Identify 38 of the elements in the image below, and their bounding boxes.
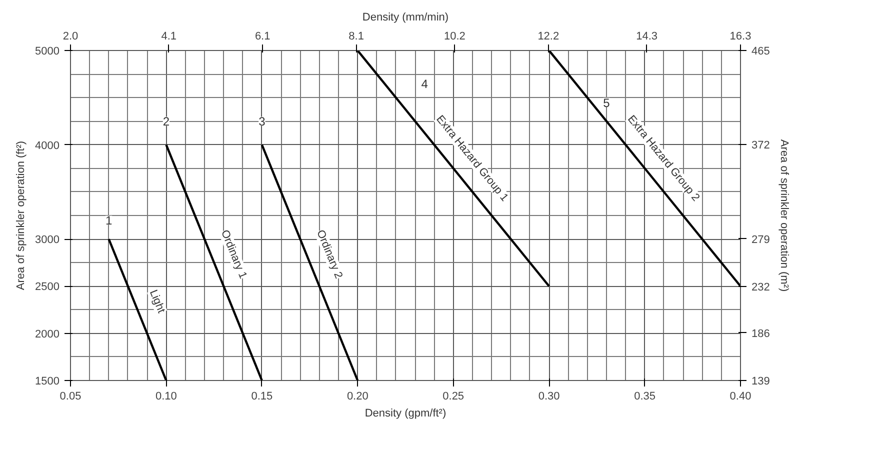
x2-tick-label: 12.2 — [538, 30, 560, 42]
x2-tick-label: 16.3 — [730, 30, 752, 42]
y2-tick-label: 279 — [752, 234, 770, 246]
y2-tick-label: 232 — [752, 281, 770, 294]
x-tick-label: 0.40 — [730, 390, 752, 402]
y2-axis-title: Area of sprinkler operation (m²) — [778, 139, 790, 292]
y-tick-label: 3000 — [35, 234, 60, 246]
x2-tick-label: 14.3 — [636, 30, 658, 42]
annotation: 4 — [421, 77, 428, 91]
x-tick-label: 0.15 — [251, 390, 273, 402]
y-tick-label: 4000 — [35, 140, 60, 152]
x-tick-label: 0.20 — [346, 390, 368, 402]
x2-axis-title: Density (mm/min) — [362, 12, 449, 24]
x-tick-label: 0.05 — [60, 390, 82, 402]
y-tick-label: 2500 — [35, 281, 60, 294]
y2-tick-label: 465 — [752, 46, 770, 58]
y2-tick-label: 186 — [752, 328, 770, 340]
text: Light — [147, 288, 168, 315]
x2-tick-label: 8.1 — [348, 30, 364, 42]
annotation: 1 — [105, 214, 112, 228]
x2-tick-label: 4.1 — [161, 30, 177, 42]
y-tick-label: 1500 — [35, 376, 60, 388]
x2-tick-label: 10.2 — [444, 30, 466, 42]
x-axis-title: Density (gpm/ft²) — [364, 408, 446, 420]
y-tick-label: 2000 — [35, 328, 60, 340]
y2-tick-label: 372 — [752, 140, 770, 152]
y-axis-title: Area of sprinkler operation (ft²) — [15, 140, 28, 290]
annotation: 5 — [603, 96, 610, 110]
x2-tick-label: 2.0 — [62, 30, 78, 42]
x-tick-label: 0.35 — [634, 390, 656, 402]
annotation: 3 — [258, 114, 266, 129]
x-tick-label: 0.10 — [156, 390, 177, 402]
y-tick-label: 5000 — [35, 46, 60, 58]
x2-tick-label: 6.1 — [254, 30, 270, 42]
x-tick-label: 0.25 — [442, 390, 464, 402]
y2-tick-label: 139 — [752, 376, 770, 388]
annotation: 2 — [162, 114, 170, 129]
x-tick-label: 0.30 — [538, 390, 560, 402]
